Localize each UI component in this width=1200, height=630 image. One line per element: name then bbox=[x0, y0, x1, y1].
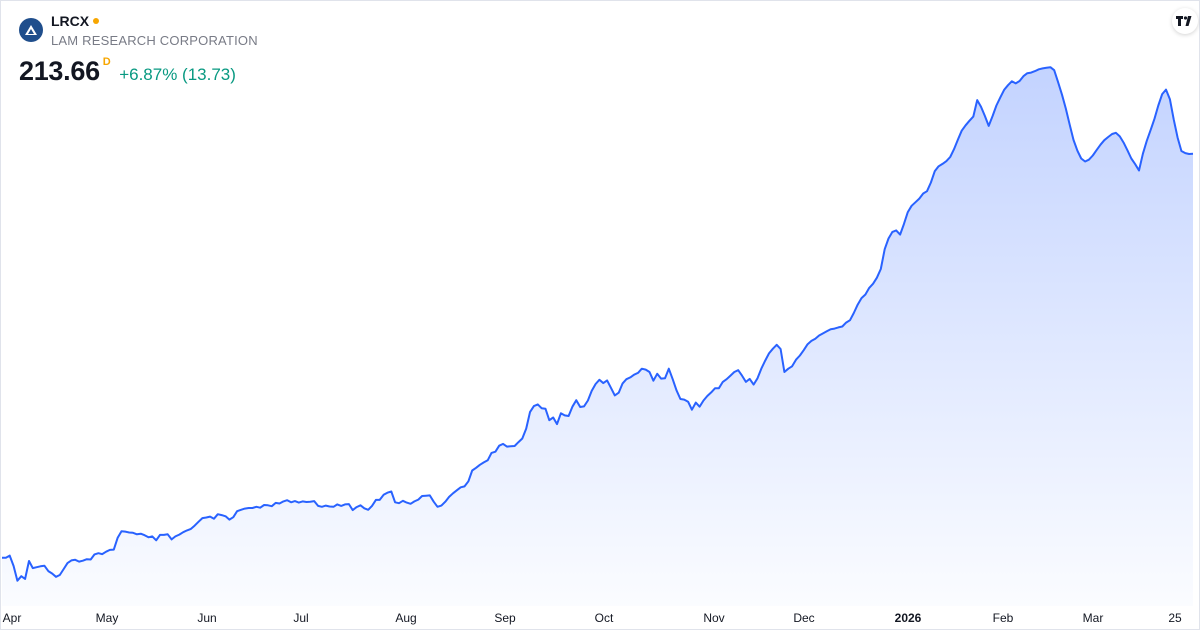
x-axis: Apr May Jun Jul Aug Sep Oct Nov Dec 2026 Feb Mar 25 bbox=[3, 611, 1182, 625]
price-line bbox=[2, 66, 1194, 582]
lam-research-logo-icon bbox=[19, 18, 43, 42]
price-change: +6.87% (13.73) bbox=[119, 65, 236, 84]
x-tick-label: Oct bbox=[595, 611, 614, 625]
x-tick-label: Feb bbox=[993, 611, 1014, 625]
ticker-symbol[interactable]: LRCX bbox=[51, 13, 90, 29]
price-suffix: D bbox=[102, 56, 111, 68]
x-tick-label: Aug bbox=[395, 611, 416, 625]
x-tick-label: Dec bbox=[793, 611, 814, 625]
x-tick-label: May bbox=[96, 611, 119, 625]
market-status-dot bbox=[93, 18, 100, 24]
x-tick-label: 25 bbox=[1168, 611, 1182, 625]
price-area-fill bbox=[2, 67, 1193, 606]
company-name: LAM RESEARCH CORPORATION bbox=[51, 33, 258, 48]
x-tick-label: 2026 bbox=[895, 611, 922, 625]
x-tick-label: Jun bbox=[197, 611, 216, 625]
x-tick-label: Apr bbox=[3, 611, 22, 625]
x-tick-label: Nov bbox=[703, 611, 724, 625]
x-tick-label: Sep bbox=[494, 611, 516, 625]
last-price: 213.66 bbox=[19, 56, 100, 86]
x-tick-label: Jul bbox=[293, 611, 308, 625]
x-tick-label: Mar bbox=[1083, 611, 1104, 625]
tradingview-logo-icon[interactable] bbox=[1172, 8, 1198, 34]
